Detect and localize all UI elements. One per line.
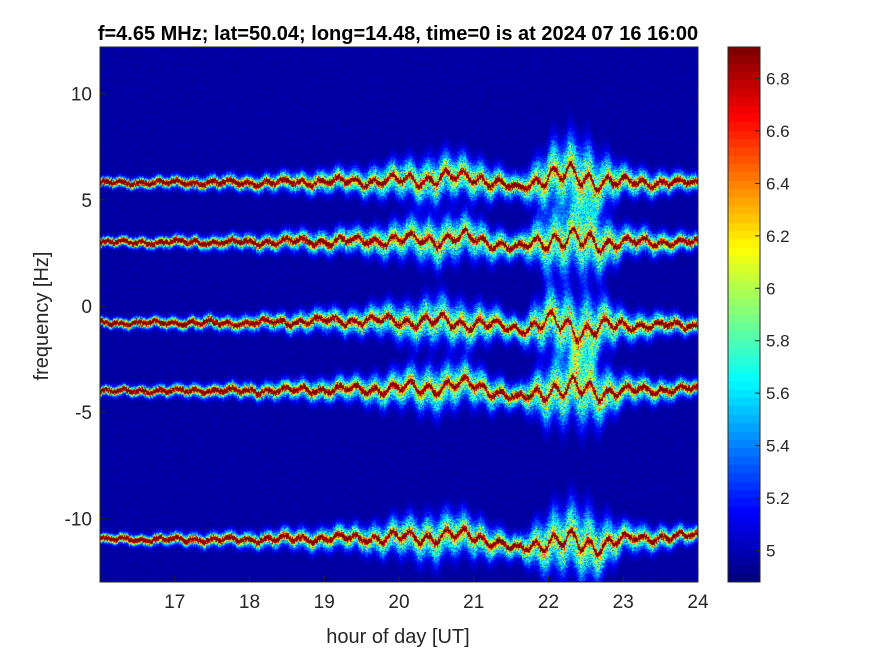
chart-title: f=4.65 MHz; lat=50.04; long=14.48, time=… bbox=[98, 23, 698, 45]
x-tick-label: 21 bbox=[463, 592, 484, 613]
spectrogram-heatmap bbox=[100, 47, 698, 582]
colorbar-tick-label: 5.8 bbox=[766, 332, 790, 351]
y-tick-label: 0 bbox=[81, 297, 92, 318]
colorbar-tick-label: 5 bbox=[766, 542, 775, 561]
colorbar-frame bbox=[727, 46, 761, 583]
x-tick-label: 22 bbox=[538, 592, 559, 613]
x-tick-label: 19 bbox=[314, 592, 335, 613]
colorbar-ticks: 5 5.2 5.4 5.6 5.8 6 6.2 6.4 6.6 6.8 bbox=[755, 69, 790, 561]
colorbar-tick-label: 5.4 bbox=[766, 437, 790, 456]
colorbar-tick-label: 5.2 bbox=[766, 489, 790, 508]
y-tick-label: 5 bbox=[81, 191, 92, 212]
colorbar-tick-label: 6 bbox=[766, 279, 775, 298]
x-tick-label: 20 bbox=[388, 592, 409, 613]
y-axis-label: frequency [Hz] bbox=[31, 252, 53, 381]
x-tick-label: 23 bbox=[613, 592, 634, 613]
colorbar-tick-label: 6.6 bbox=[766, 122, 790, 141]
y-tick-label: -5 bbox=[75, 403, 92, 424]
x-tick-label: 18 bbox=[239, 592, 260, 613]
plot-area bbox=[99, 46, 699, 583]
colorbar-gradient bbox=[728, 47, 760, 582]
x-tick-label: 17 bbox=[164, 592, 185, 613]
colorbar: 5 5.2 5.4 5.6 5.8 6 6.2 6.4 6.6 6.8 bbox=[727, 46, 790, 583]
x-axis: 17 18 19 20 21 22 23 24 bbox=[164, 576, 709, 613]
colorbar-tick-label: 6.2 bbox=[766, 227, 790, 246]
x-axis-label: hour of day [UT] bbox=[326, 626, 469, 648]
colorbar-tick-label: 6.8 bbox=[766, 69, 790, 88]
x-tick-label: 24 bbox=[687, 592, 709, 613]
y-axis: -10 -5 0 5 10 bbox=[65, 85, 106, 530]
y-tick-label: 10 bbox=[71, 85, 92, 106]
colorbar-tick-label: 5.6 bbox=[766, 384, 790, 403]
colorbar-tick-label: 6.4 bbox=[766, 174, 790, 193]
y-tick-label: -10 bbox=[65, 509, 92, 530]
